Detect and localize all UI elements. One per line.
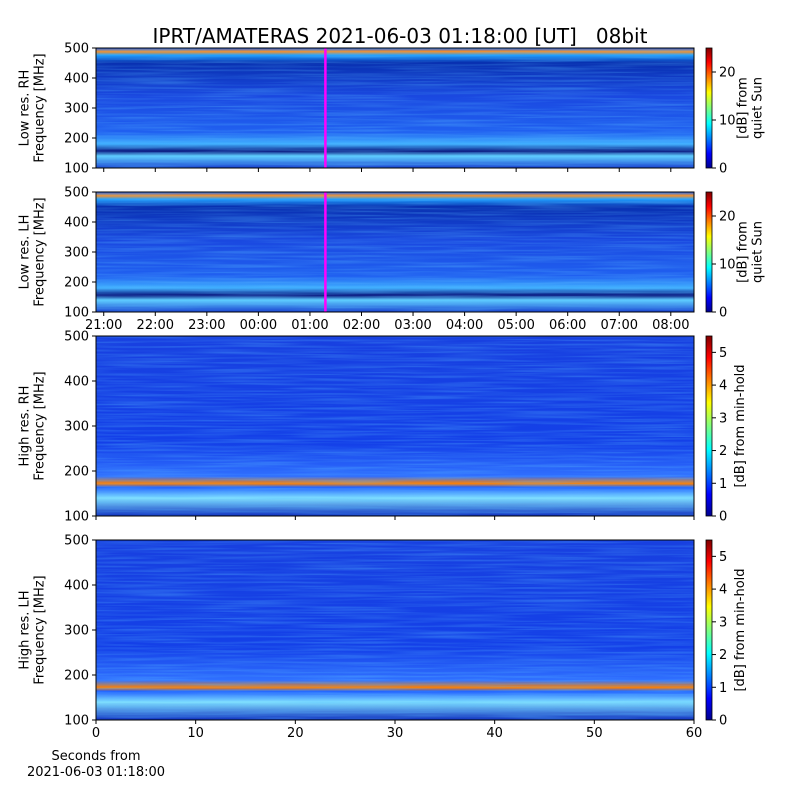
x-tick-label: 50 (586, 726, 603, 741)
y-axis-label: Low res. RH (18, 70, 33, 147)
colorbar-tick-label: 0 (719, 306, 727, 321)
x-tick-label: 0 (92, 726, 100, 741)
x-tick-label: 40 (486, 726, 503, 741)
x-tick-label: 08:00 (652, 318, 689, 333)
x-tick-label: 20 (287, 726, 304, 741)
x-tick-label: 06:00 (549, 318, 586, 333)
y-tick-label: 200 (64, 276, 89, 291)
colorbar-tick-label: 10 (719, 258, 736, 273)
chart-title: IPRT/AMATERAS 2021-06-03 01:18:00 [UT] 0… (153, 24, 648, 48)
y-tick-label: 500 (64, 186, 89, 201)
y-tick-label: 400 (64, 72, 89, 87)
x-tick-label: 04:00 (446, 318, 483, 333)
y-axis-label: Frequency [MHz] (33, 371, 48, 480)
colorbar (705, 539, 713, 721)
spectrogram-texture (96, 192, 694, 312)
y-tick-label: 300 (64, 102, 89, 117)
colorbar-tick-label: 3 (719, 615, 727, 630)
y-tick-label: 400 (64, 216, 89, 231)
x-tick-label: 01:00 (291, 318, 328, 333)
colorbar (705, 191, 713, 313)
colorbar-label: [dB] from min-hold (733, 364, 748, 487)
colorbar-label: quiet Sun (751, 77, 766, 139)
x-axis-label: 2021-06-03 01:18:00 (27, 765, 165, 780)
y-tick-label: 200 (64, 465, 89, 480)
x-tick-label: 22:00 (137, 318, 174, 333)
spectrogram-texture (96, 540, 694, 720)
colorbar-label: quiet Sun (751, 221, 766, 283)
y-axis-label: High res. LH (18, 590, 33, 669)
colorbar-tick-label: 5 (719, 346, 727, 361)
colorbar-tick-label: 0 (719, 714, 727, 729)
colorbar-tick-label: 20 (719, 210, 736, 225)
colorbar-tick-label: 1 (719, 477, 727, 492)
x-tick-label: 23:00 (188, 318, 225, 333)
y-tick-label: 400 (64, 375, 89, 390)
y-tick-label: 400 (64, 579, 89, 594)
y-axis-label: Frequency [MHz] (33, 575, 48, 684)
x-tick-label: 05:00 (497, 318, 534, 333)
y-tick-label: 500 (64, 42, 89, 57)
x-tick-label: 21:00 (85, 318, 122, 333)
y-axis-label: Frequency [MHz] (33, 53, 48, 162)
y-tick-label: 100 (64, 306, 89, 321)
colorbar-tick-label: 3 (719, 411, 727, 426)
colorbar-tick-label: 10 (719, 114, 736, 129)
spectrogram-texture (96, 336, 694, 516)
y-tick-label: 300 (64, 246, 89, 261)
colorbar-tick-label: 0 (719, 510, 727, 525)
y-axis-label: Low res. LH (18, 215, 33, 290)
y-axis-label: Frequency [MHz] (33, 197, 48, 306)
y-axis-label: High res. RH (18, 386, 33, 467)
colorbar-tick-label: 20 (719, 66, 736, 81)
colorbar-tick-label: 1 (719, 681, 727, 696)
x-tick-label: 30 (387, 726, 404, 741)
y-tick-label: 300 (64, 420, 89, 435)
colorbar (705, 47, 713, 169)
colorbar-tick-label: 2 (719, 648, 727, 663)
x-tick-label: 03:00 (394, 318, 431, 333)
y-tick-label: 200 (64, 132, 89, 147)
x-tick-label: 00:00 (240, 318, 277, 333)
spectrogram-texture (96, 48, 694, 168)
colorbar-tick-label: 0 (719, 162, 727, 177)
x-axis-label: Seconds from (51, 749, 140, 764)
colorbar (705, 335, 713, 517)
colorbar-tick-label: 2 (719, 444, 727, 459)
y-tick-label: 100 (64, 714, 89, 729)
y-tick-label: 200 (64, 669, 89, 684)
x-tick-label: 07:00 (601, 318, 638, 333)
colorbar-tick-label: 5 (719, 550, 727, 565)
colorbar-tick-label: 4 (719, 379, 727, 394)
colorbar-label: [dB] from (736, 221, 751, 283)
x-tick-label: 02:00 (343, 318, 380, 333)
y-tick-label: 100 (64, 510, 89, 525)
y-tick-label: 500 (64, 330, 89, 345)
y-tick-label: 100 (64, 162, 89, 177)
colorbar-label: [dB] from min-hold (733, 568, 748, 691)
colorbar-tick-label: 4 (719, 583, 727, 598)
y-tick-label: 300 (64, 624, 89, 639)
y-tick-label: 500 (64, 534, 89, 549)
x-tick-label: 10 (187, 726, 204, 741)
x-tick-label: 60 (686, 726, 703, 741)
colorbar-label: [dB] from (736, 77, 751, 139)
